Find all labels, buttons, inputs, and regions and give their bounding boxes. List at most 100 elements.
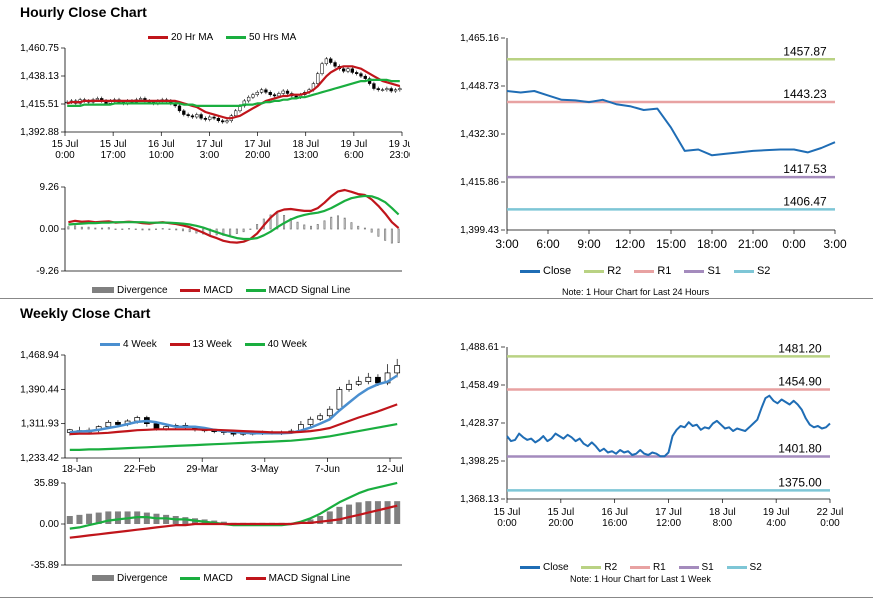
y-tick-label: 0.00: [40, 519, 60, 530]
y-tick-label: 1,468.94: [20, 350, 59, 361]
candle-body: [389, 88, 393, 92]
divergence-bar: [336, 215, 339, 230]
pivot-level-label: 1481.20: [778, 341, 822, 355]
x-tick-label: 19 Jul: [389, 139, 410, 150]
candle-body: [105, 421, 112, 428]
weekly-macd-chart: 35.89 0.00 -35.89: [31, 478, 402, 571]
x-tick-label: 18-Jan: [62, 464, 93, 474]
candle-body: [246, 96, 251, 102]
y-tick-label: 1,448.73: [460, 81, 499, 92]
y-tick-label: 1,311.93: [21, 419, 60, 430]
y-tick-label: 9.26: [40, 182, 60, 193]
divergence-bar: [397, 228, 400, 244]
divergence-bar: [350, 222, 353, 230]
x-tick-label: 22-Feb: [124, 464, 156, 474]
candle-body: [199, 114, 203, 119]
divergence-bar: [377, 228, 380, 237]
legend-swatch: [92, 575, 114, 582]
divergence-bar: [74, 225, 77, 230]
divergence-bar: [296, 221, 299, 230]
divergence-bar: [394, 501, 401, 524]
divergence-bar: [80, 226, 83, 230]
candle-body: [398, 88, 402, 91]
legend-swatch: [678, 565, 699, 569]
divergence-bar: [256, 224, 259, 230]
divergence-bar: [128, 228, 131, 230]
divergence-bar: [357, 225, 360, 230]
divergence-bar: [148, 228, 151, 231]
divergence-bar: [76, 514, 83, 524]
candle-body: [153, 423, 160, 430]
candle-body: [350, 68, 354, 73]
macd-signal-line: [68, 194, 400, 241]
candle-body: [277, 93, 281, 97]
x-tick-label: 18 Jul: [292, 139, 319, 150]
candle-body: [317, 415, 324, 420]
legend-label: S2: [756, 265, 771, 277]
legend-swatch: [520, 565, 540, 569]
x-tick-label: 6:00: [344, 150, 364, 161]
legend-label: MACD: [203, 573, 233, 584]
divergence-bar: [154, 228, 157, 230]
x-tick-label: 3:00: [823, 237, 847, 251]
divergence-bar: [384, 228, 387, 241]
y-tick-label: 1,428.37: [460, 418, 499, 429]
ma-20hr-line: [66, 65, 401, 120]
legend-swatch: [581, 565, 602, 569]
candle-body: [255, 91, 259, 95]
divergence-bar: [107, 227, 110, 230]
divergence-bar: [343, 217, 346, 230]
divergence-bar: [114, 511, 121, 524]
divergence-bar: [310, 225, 313, 230]
hourly-pivot-chart: 1,465.16 1,448.73 1,432.30 1,415.86 1,399.43…: [460, 33, 847, 251]
divergence-bar: [141, 228, 144, 231]
divergence-bar: [355, 502, 362, 524]
x-tick-label: 20:00: [548, 518, 573, 529]
weekly-section-title: Weekly Close Chart: [20, 305, 151, 321]
candle-body: [342, 68, 346, 72]
y-tick-label: 35.89: [34, 478, 59, 489]
candle-body: [281, 90, 285, 94]
candle-body: [365, 376, 372, 383]
legend-swatch: [726, 565, 747, 569]
divergence-bar: [220, 521, 227, 524]
divergence-bar: [163, 514, 170, 524]
candle-body: [394, 365, 401, 374]
candle-body: [268, 91, 272, 95]
legend-label: Divergence: [117, 285, 168, 296]
divergence-bar: [94, 227, 97, 230]
pivot-level-label: 1406.47: [783, 194, 827, 208]
x-tick-label: 18:00: [697, 237, 727, 251]
macd-signal-line: [69, 504, 398, 539]
ma-40week-line: [69, 423, 398, 452]
legend-label: S2: [749, 562, 762, 573]
legend-item: Close: [520, 562, 569, 573]
divergence-bar: [330, 216, 333, 230]
legend-label: R2: [607, 265, 622, 277]
legend-item: S2: [733, 265, 771, 277]
divergence-bar: [390, 228, 393, 244]
y-tick-label: 1,233.42: [20, 453, 59, 464]
candle-body: [234, 110, 238, 117]
legend-item: S2: [726, 562, 762, 573]
divergence-bar: [143, 512, 150, 524]
legend-label: R2: [604, 562, 618, 573]
legend-swatch: [733, 269, 754, 273]
legend-item: 20 Hr MA: [148, 32, 213, 43]
divergence-bar: [384, 501, 391, 524]
candle-body: [115, 421, 121, 425]
x-tick-label: 22 Jul: [817, 507, 844, 518]
divergence-bar: [161, 228, 164, 230]
candle-body: [333, 62, 337, 67]
candle-body: [259, 89, 264, 93]
candle-body: [251, 94, 255, 98]
divergence-bar: [307, 519, 314, 524]
candle-body: [177, 105, 182, 112]
y-tick-label: -9.26: [36, 266, 59, 277]
x-tick-label: 0:00: [55, 150, 75, 161]
divergence-bar: [101, 227, 104, 230]
y-tick-label: 1,368.13: [460, 494, 499, 505]
divergence-bar: [188, 228, 191, 233]
legend-label: Close: [543, 562, 569, 573]
